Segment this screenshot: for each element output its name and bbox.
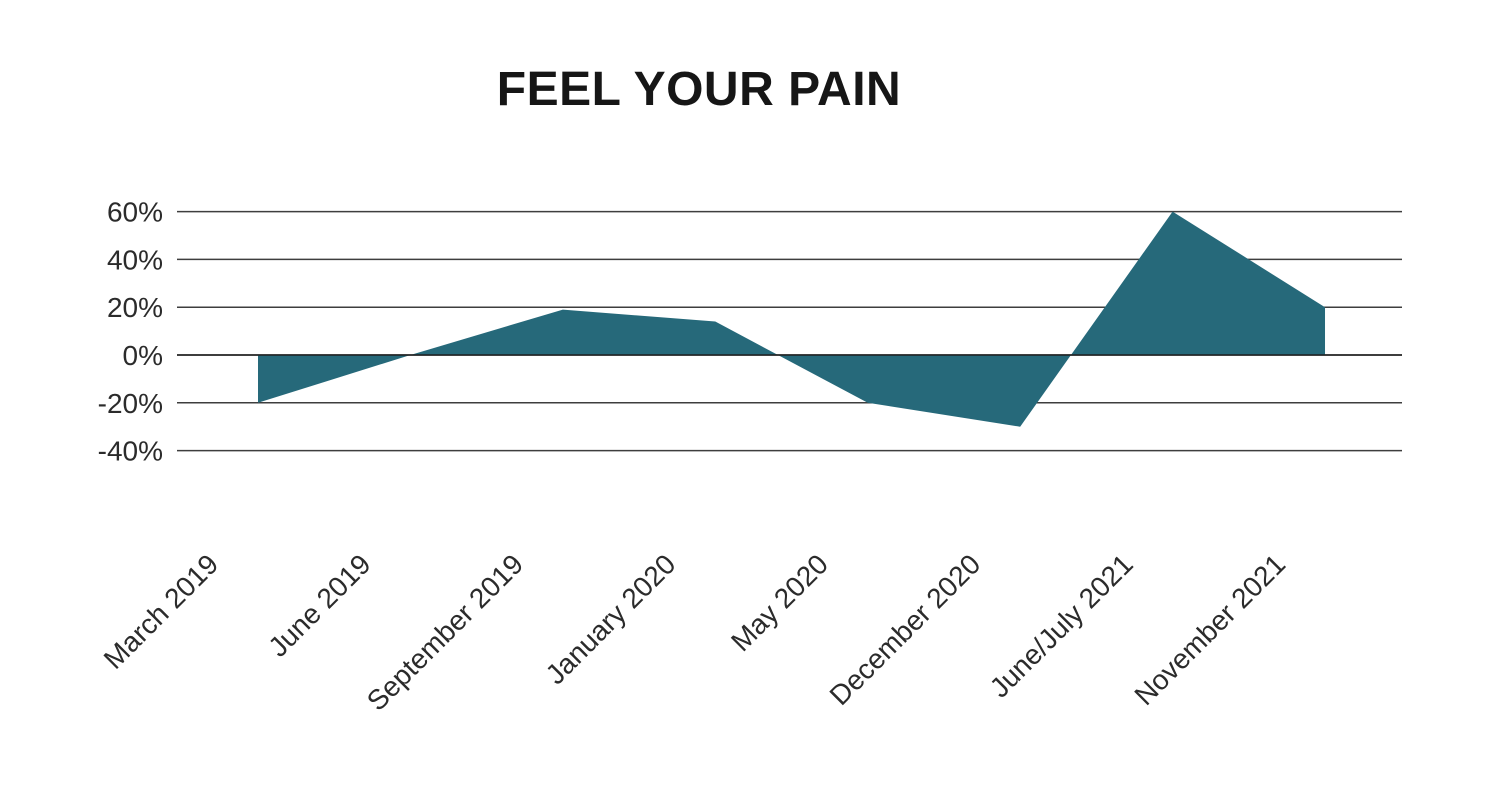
x-axis-category-label: December 2020 xyxy=(824,548,987,711)
y-axis-tick-label: 0% xyxy=(123,340,163,371)
area-series-fill xyxy=(258,211,1326,427)
x-axis-category-label: September 2019 xyxy=(361,548,529,716)
y-axis-tick-label: -40% xyxy=(98,436,163,467)
x-axis-category-label: November 2021 xyxy=(1128,548,1291,711)
chart-title: FEEL YOUR PAIN xyxy=(496,63,902,116)
y-axis-tick-label: 40% xyxy=(107,244,163,275)
y-axis-tick-label: 60% xyxy=(107,197,163,228)
y-axis-tick-label: 20% xyxy=(107,292,163,323)
x-axis-category-label: June/July 2021 xyxy=(984,548,1139,703)
x-axis-category-label: January 2020 xyxy=(540,548,682,690)
x-axis-category-label: June 2019 xyxy=(262,548,376,662)
y-axis-tick-label: -20% xyxy=(98,388,163,419)
x-axis-category-label: May 2020 xyxy=(725,548,834,657)
x-axis-category-label: March 2019 xyxy=(98,548,224,674)
